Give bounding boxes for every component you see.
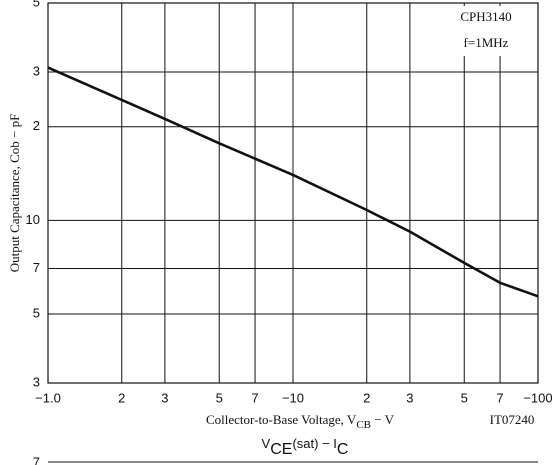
x-tick-label: 7: [251, 390, 258, 405]
x-tick-label: −10: [282, 390, 304, 405]
y-tick-label: 2: [33, 118, 40, 133]
annotation: f=1MHz: [464, 35, 509, 50]
title-sub: CE: [270, 441, 292, 458]
title-sub: C: [337, 441, 349, 458]
x-tick-label: 3: [406, 390, 413, 405]
x-tick-label: −100: [523, 390, 552, 405]
title-part: (sat) − I: [292, 436, 336, 451]
y-tick-label: 5: [33, 0, 40, 9]
annotation: CPH3140: [460, 9, 511, 24]
y-tick-label: 3: [33, 374, 40, 389]
x-axis-label: Collector-to-Base Voltage, VCB − V: [206, 412, 395, 431]
x-label-part: Collector-to-Base Voltage, V: [206, 412, 357, 427]
x-tick-label: 7: [496, 390, 503, 405]
y-axis-label: Output Capacitance, Cob − pF: [7, 114, 22, 273]
y-tick-label: 10: [26, 212, 40, 227]
y-tick-label: 7: [33, 260, 40, 275]
x-tick-label: −1.0: [35, 390, 61, 405]
x-label-part: − V: [371, 412, 395, 427]
title-part: V: [262, 436, 271, 451]
x-tick-label: 5: [461, 390, 468, 405]
x-tick-label: 2: [118, 390, 125, 405]
x-label-sub: CB: [356, 419, 371, 431]
x-tick-label: 2: [363, 390, 370, 405]
next-chart-tick: 7: [33, 454, 40, 465]
x-tick-label: 3: [161, 390, 168, 405]
annotation-box: [438, 6, 534, 56]
figure-code: IT07240: [490, 412, 535, 427]
y-tick-label: 5: [33, 305, 40, 320]
next-chart-title: VCE(sat) − IC: [262, 436, 349, 458]
y-tick-label: 3: [33, 63, 40, 78]
x-tick-label: 5: [216, 390, 223, 405]
data-line: [47, 66, 539, 298]
